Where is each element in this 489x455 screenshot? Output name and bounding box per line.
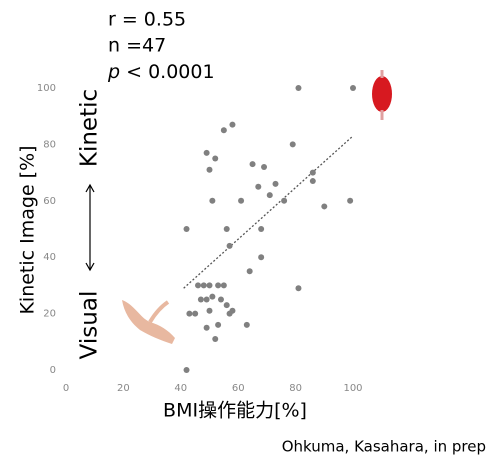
point (243, 321, 250, 328)
point (212, 335, 219, 342)
point (266, 192, 273, 199)
credit: Ohkuma, Kasahara, in prep (282, 438, 486, 455)
y-tick-label: 20 (43, 309, 56, 320)
x-tick-label: 60 (232, 383, 245, 394)
point (203, 324, 210, 331)
point (249, 161, 256, 168)
trendline (183, 135, 354, 289)
point (295, 85, 302, 91)
y-tick-label: 80 (43, 139, 56, 150)
point (258, 254, 265, 261)
stat-r: r = 0.55 (108, 9, 186, 31)
y-tick-label: 100 (37, 83, 56, 94)
y-low-label: Visual (77, 291, 103, 360)
point (215, 321, 222, 328)
y-axis-label: Kinetic Image [%] (17, 145, 39, 314)
point (192, 310, 199, 317)
point (246, 268, 253, 275)
point (229, 121, 236, 128)
point (261, 163, 268, 170)
y-high-label: Kinetic (77, 89, 103, 167)
point (197, 296, 204, 303)
point (209, 197, 216, 204)
muscle-icon (372, 70, 392, 120)
point (309, 178, 316, 185)
stat-p: p < 0.0001 (107, 61, 215, 83)
point (272, 180, 279, 187)
stat-n: n =47 (108, 35, 166, 57)
point (203, 296, 210, 303)
y-tick-label: 60 (43, 196, 56, 207)
point (215, 282, 222, 289)
x-tick-label: 0 (63, 383, 69, 394)
x-tick-label: 40 (174, 383, 187, 394)
point (226, 242, 233, 249)
x-tick-label: 80 (289, 383, 302, 394)
point (281, 197, 288, 204)
y-tick-label: 40 (43, 252, 56, 263)
y-tick-label: 0 (50, 365, 56, 376)
point (347, 197, 354, 204)
hand-icon (122, 300, 175, 344)
point (350, 85, 356, 91)
point (206, 307, 213, 314)
point (255, 183, 262, 190)
x-tick-label: 20 (117, 383, 130, 394)
point (195, 282, 202, 289)
x-tick-label: 100 (343, 383, 362, 394)
point (217, 296, 224, 303)
point (238, 197, 245, 204)
point (220, 127, 227, 134)
point (258, 226, 265, 232)
point (186, 310, 193, 317)
point (209, 293, 216, 300)
point (223, 302, 230, 309)
point (223, 226, 230, 232)
stat-p-text: < 0.0001 (126, 61, 214, 83)
point (183, 367, 190, 373)
point (183, 226, 190, 232)
point (203, 149, 210, 156)
x-axis-label: BMI操作能力[%] (163, 400, 307, 422)
point (309, 169, 316, 176)
point (226, 310, 233, 317)
point (295, 285, 302, 292)
point (212, 155, 219, 162)
point (289, 141, 296, 148)
stat-p-symbol: p (107, 61, 120, 83)
point (206, 282, 213, 289)
direction-arrow (85, 183, 95, 272)
point (206, 166, 213, 173)
point (321, 203, 328, 210)
point (200, 282, 207, 289)
point (220, 282, 227, 289)
